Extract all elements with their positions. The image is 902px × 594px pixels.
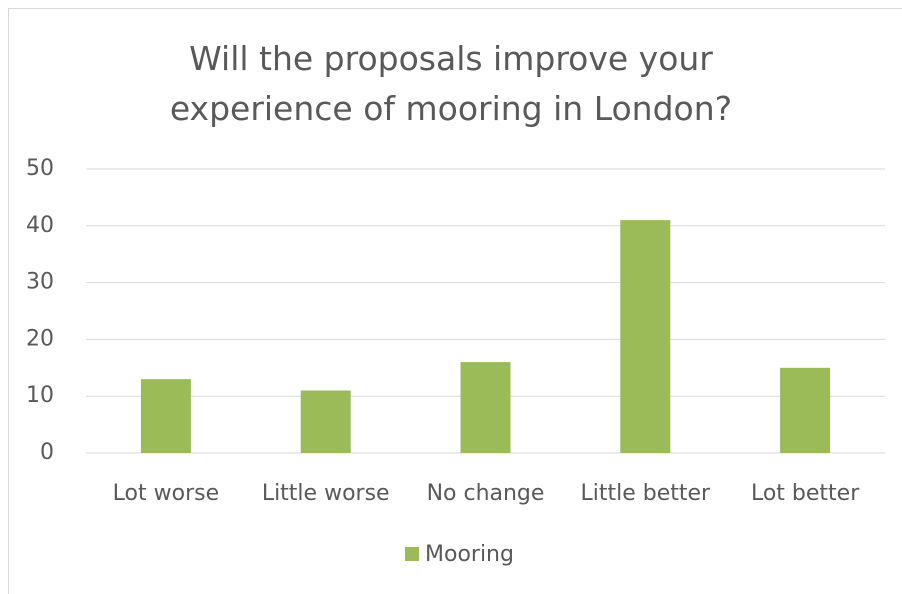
y-tick-label: 40 [26,213,54,238]
legend-swatch [405,547,419,561]
y-tick-label: 10 [26,383,54,408]
x-tick-label: Little better [581,481,712,506]
x-tick-label: Little worse [262,481,390,506]
bar [300,390,351,453]
y-tick-label: 20 [26,326,54,351]
legend-label: Mooring [425,542,514,567]
bar [460,362,511,453]
x-tick-label: Lot worse [113,481,219,506]
x-tick-label: Lot better [751,481,860,506]
chart-title: Will the proposals improve your experien… [169,39,733,128]
y-tick-label: 30 [26,270,54,295]
chart-border [8,8,902,594]
y-tick-label: 0 [40,440,54,465]
bar [620,220,671,453]
x-tick-label: No change [427,481,545,506]
bar [780,367,831,453]
y-tick-label: 50 [26,156,54,181]
bar [140,379,191,453]
